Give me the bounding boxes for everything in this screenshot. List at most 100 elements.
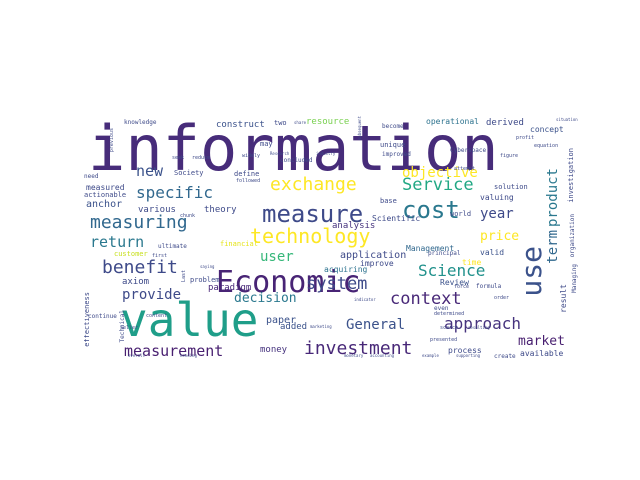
word: measured — [86, 183, 125, 192]
word-cloud: information value Economic measure cost … — [84, 114, 580, 364]
word: use — [515, 246, 548, 297]
word: Society — [174, 169, 204, 177]
word: scarce — [440, 325, 459, 331]
word: Scientific — [372, 214, 421, 223]
word: principal — [428, 250, 461, 257]
word: customer — [114, 250, 148, 258]
word: content — [146, 313, 168, 319]
word: equation — [534, 143, 559, 149]
word: measurement — [124, 342, 224, 360]
word: available — [520, 349, 564, 358]
word: Review — [440, 278, 469, 287]
word: subsequent — [357, 116, 362, 141]
word: Economic — [216, 265, 361, 300]
word: improved — [382, 151, 411, 158]
word: Technical — [119, 310, 126, 343]
word: continue — [88, 313, 117, 320]
word: widely — [242, 153, 261, 159]
word: organization — [569, 214, 576, 258]
word: market — [518, 334, 565, 349]
word: financial — [220, 240, 258, 248]
word: Science — [418, 261, 486, 280]
word: application — [340, 250, 407, 261]
word: decision — [234, 291, 297, 306]
word: resulting — [468, 325, 490, 330]
word: acquiring — [324, 265, 368, 274]
word: supporting — [456, 353, 481, 358]
word: derived — [486, 118, 524, 128]
word: improve — [360, 259, 394, 268]
word: information — [88, 114, 499, 185]
word: monetary — [344, 353, 364, 358]
word: cost — [402, 196, 460, 224]
word: time — [462, 258, 482, 267]
word: investigation — [567, 148, 575, 203]
word: system — [306, 274, 368, 294]
word: provide — [122, 287, 182, 303]
word: share — [294, 120, 307, 125]
word: measure — [262, 200, 364, 228]
word: year — [480, 206, 514, 222]
word: Service — [402, 175, 474, 195]
word: previous — [109, 128, 115, 153]
word: analysis — [332, 221, 376, 231]
word: unique — [380, 141, 406, 149]
word: even — [434, 305, 449, 312]
word: problem — [190, 276, 220, 284]
word: chunk — [180, 213, 196, 219]
word: Management — [406, 244, 455, 253]
word: valuing — [480, 193, 514, 202]
word: result — [559, 284, 568, 313]
word: first — [152, 253, 168, 259]
word: paper — [266, 315, 297, 326]
word: objective — [402, 165, 478, 181]
word: various — [138, 205, 176, 215]
word: needing — [180, 353, 197, 358]
word: price — [480, 229, 520, 244]
word: return — [90, 233, 145, 251]
word: concept — [530, 125, 564, 134]
word: example — [422, 353, 439, 358]
word: technology — [250, 224, 371, 248]
word: industry — [316, 151, 336, 156]
word: profit — [516, 135, 535, 141]
word: process — [448, 346, 482, 355]
word: construct — [216, 120, 265, 130]
word: anchor — [86, 199, 123, 210]
word: seller — [120, 325, 139, 331]
word: may — [260, 140, 273, 148]
word: situation — [556, 117, 578, 122]
word: benefit — [102, 257, 178, 278]
word: knowledge — [124, 119, 157, 126]
word: General — [346, 317, 406, 333]
word: actionable — [84, 191, 127, 199]
word: product — [545, 168, 561, 228]
word: need — [84, 173, 99, 180]
word: order — [494, 295, 510, 301]
word: saying — [200, 264, 215, 269]
word: Research — [270, 151, 290, 156]
word: attempt — [454, 166, 476, 172]
word: define — [234, 170, 260, 178]
word: force — [454, 284, 470, 290]
word: measuring — [90, 212, 188, 233]
word: followed — [236, 178, 261, 184]
word: context — [390, 289, 462, 309]
word: indicator — [354, 297, 376, 302]
word: approach — [444, 314, 522, 333]
word: value — [120, 293, 259, 347]
word: operational — [426, 117, 479, 126]
word: specific — [136, 183, 214, 202]
word: seek — [172, 155, 185, 161]
word: formula — [476, 283, 502, 290]
word: solution — [494, 183, 528, 191]
word: Managing — [571, 264, 578, 293]
word: determined — [434, 311, 465, 317]
word: world — [450, 210, 472, 218]
word: theory — [204, 205, 237, 215]
word: axiom — [122, 277, 150, 287]
word: figure — [500, 153, 519, 159]
word: money — [260, 345, 288, 355]
word: investment — [304, 338, 413, 359]
word: Last — [181, 270, 187, 283]
